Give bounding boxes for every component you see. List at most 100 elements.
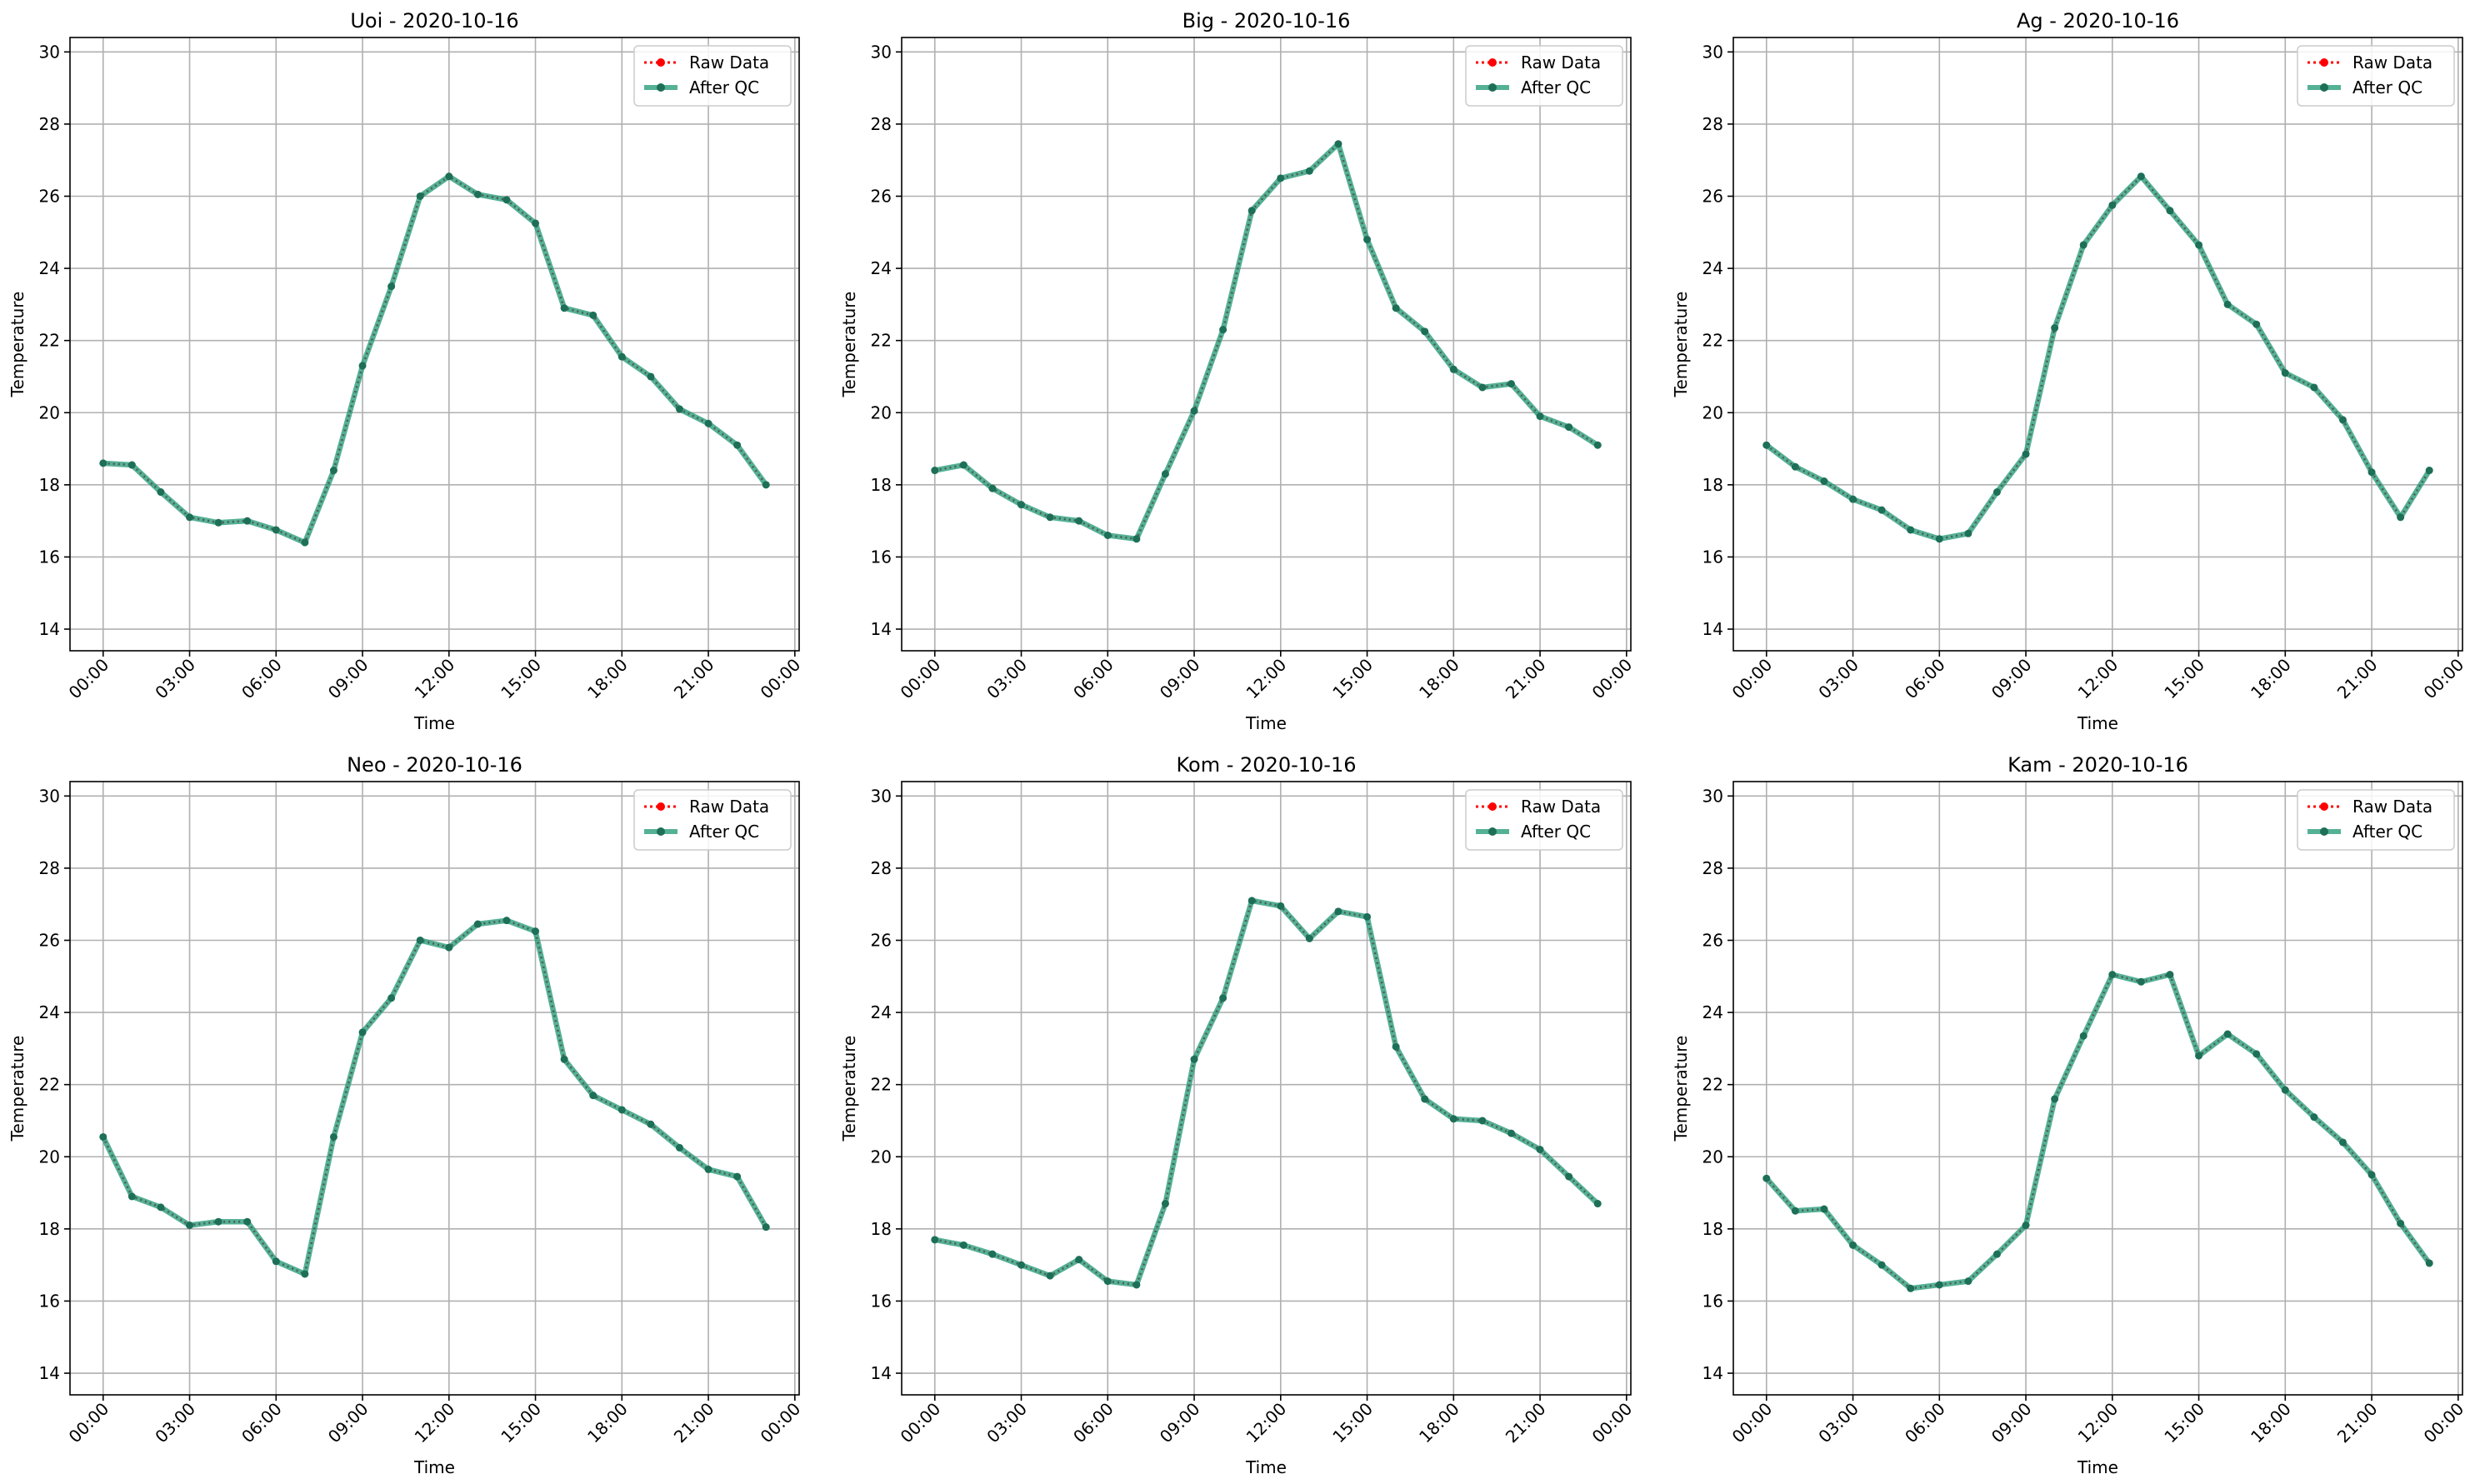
data-point — [1762, 441, 1771, 449]
data-point — [589, 1092, 598, 1100]
legend: Raw Data After QC — [633, 789, 792, 851]
data-point — [157, 488, 165, 497]
data-point — [1536, 1146, 1544, 1154]
data-point — [416, 936, 424, 944]
x-tick-label: 03:00 — [982, 1399, 1031, 1447]
legend-qc-marker — [657, 83, 665, 92]
data-point — [1103, 531, 1112, 539]
x-tick-label: 00:00 — [897, 1399, 945, 1447]
data-point — [358, 362, 367, 370]
data-point — [2252, 1050, 2261, 1058]
data-point — [2108, 201, 2117, 209]
raw-overlay-dots — [102, 919, 768, 1276]
y-tick-label: 26 — [39, 186, 60, 206]
legend-raw-label: Raw Data — [1521, 797, 1601, 817]
y-tick-label: 22 — [39, 331, 60, 351]
y-tick-label: 22 — [1702, 1075, 1723, 1095]
data-point — [1849, 495, 1858, 503]
data-point — [2310, 383, 2318, 392]
data-point — [1018, 501, 1026, 509]
x-tick-label: 15:00 — [2160, 655, 2208, 703]
data-point — [1565, 423, 1573, 432]
legend-raw-marker — [1488, 58, 1497, 67]
x-tick-label: 21:00 — [1502, 655, 1550, 703]
x-tick-label: 21:00 — [1502, 1399, 1550, 1447]
x-tick-label: 00:00 — [757, 655, 805, 703]
legend-raw-label: Raw Data — [689, 52, 769, 72]
x-tick-label: 21:00 — [2333, 655, 2382, 703]
x-tick-label: 12:00 — [411, 1399, 459, 1447]
y-axis-label: Temperature — [1671, 1036, 1691, 1142]
data-point — [1593, 1200, 1602, 1208]
x-tick-label: 00:00 — [2420, 655, 2468, 703]
data-point — [532, 927, 540, 936]
raw-data-line — [934, 899, 1599, 1287]
x-tick-label: 00:00 — [1588, 655, 1637, 703]
x-tick-label: 03:00 — [151, 655, 199, 703]
y-tick-label: 20 — [1702, 402, 1723, 422]
data-point — [1791, 462, 1799, 471]
x-tick-label: 06:00 — [1901, 1399, 1949, 1447]
data-point — [502, 196, 511, 204]
subplot-4: 14 16 18 20 22 24 26 28 30 00:00 03:00 06:00 09:00 12… — [8, 753, 804, 1477]
data-point — [988, 484, 997, 492]
x-tick-label: 03:00 — [1814, 655, 1862, 703]
data-point — [272, 1257, 280, 1266]
raw-data-line — [934, 141, 1599, 541]
data-point — [1103, 1277, 1112, 1286]
data-point — [959, 1241, 968, 1249]
data-point — [2281, 369, 2289, 377]
x-tick-label: 06:00 — [1901, 655, 1949, 703]
data-point — [502, 917, 511, 925]
data-point — [2338, 416, 2347, 424]
data-point — [618, 352, 626, 361]
data-point — [1593, 441, 1602, 449]
x-tick-label: 00:00 — [897, 655, 945, 703]
data-point — [1478, 1117, 1487, 1125]
subplot-title: Neo - 2020-10-16 — [347, 753, 522, 777]
x-tick-label: 09:00 — [1156, 655, 1204, 703]
data-point — [1907, 1284, 1915, 1292]
data-point — [2051, 1095, 2059, 1103]
data-point — [2368, 468, 2376, 477]
data-point — [1392, 304, 1400, 312]
legend-qc-marker — [1488, 827, 1497, 836]
data-point — [186, 513, 194, 522]
x-tick-label: 03:00 — [151, 1399, 199, 1447]
data-point — [2166, 207, 2174, 215]
data-point — [1478, 383, 1487, 392]
y-tick-label: 28 — [871, 114, 892, 134]
data-point — [445, 172, 453, 181]
x-tick-label: 15:00 — [2160, 1399, 2208, 1447]
data-point — [1363, 912, 1372, 921]
data-point — [1161, 1200, 1169, 1208]
subplot-6: 14 16 18 20 22 24 26 28 30 00:00 03:00 06:00 09:00 12… — [1671, 753, 2468, 1477]
after-qc-line — [100, 917, 769, 1277]
y-tick-label: 30 — [871, 42, 892, 62]
data-point — [1277, 902, 1285, 910]
y-tick-label: 16 — [871, 1291, 892, 1311]
data-point — [1935, 535, 1943, 543]
y-tick-label: 26 — [1702, 186, 1723, 206]
data-point — [243, 517, 252, 525]
x-tick-label: 12:00 — [2074, 655, 2122, 703]
subplot-title: Kom - 2020-10-16 — [1177, 753, 1357, 777]
legend-qc-label: After QC — [1521, 822, 1591, 842]
y-axis-label: Temperature — [8, 292, 28, 398]
data-point — [1248, 897, 1256, 905]
legend-raw-marker — [657, 802, 665, 811]
y-axis-label: Temperature — [8, 1036, 28, 1142]
plot-frame — [69, 781, 800, 1396]
y-tick-label: 20 — [871, 402, 892, 422]
data-point — [2397, 1219, 2405, 1227]
data-point — [618, 1106, 626, 1114]
data-point — [2397, 513, 2405, 522]
legend-raw-marker — [657, 58, 665, 67]
y-tick-label: 16 — [871, 547, 892, 567]
data-point — [1190, 407, 1198, 415]
after-qc-line — [1764, 972, 2432, 1292]
x-tick-label: 12:00 — [411, 655, 459, 703]
legend-raw-label: Raw Data — [1521, 52, 1601, 72]
y-tick-label: 16 — [39, 547, 60, 567]
subplot-1: 14 16 18 20 22 24 26 28 30 00:00 03:00 06:00 09:00 12… — [8, 9, 804, 733]
